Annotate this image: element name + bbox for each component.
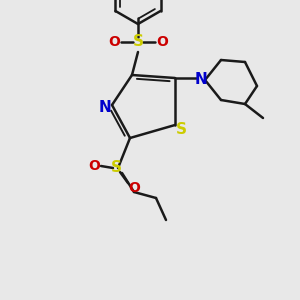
- Text: S: S: [133, 34, 143, 50]
- Text: O: O: [156, 35, 168, 49]
- Text: N: N: [195, 71, 207, 86]
- Text: S: S: [176, 122, 187, 136]
- Text: O: O: [88, 159, 100, 173]
- Text: S: S: [110, 160, 122, 175]
- Text: O: O: [128, 181, 140, 195]
- Text: N: N: [99, 100, 111, 115]
- Text: O: O: [108, 35, 120, 49]
